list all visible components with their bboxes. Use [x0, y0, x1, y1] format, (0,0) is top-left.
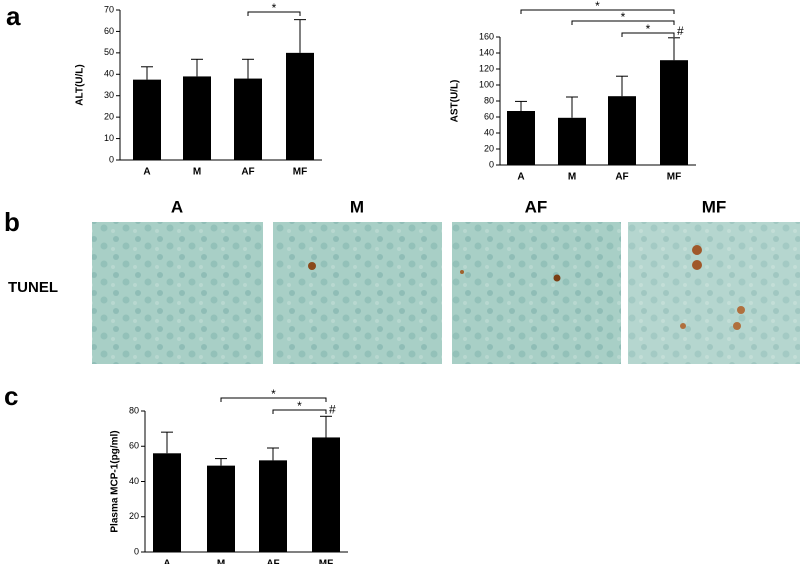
image-title: A: [171, 197, 183, 216]
y-tick-label: 60: [484, 111, 494, 121]
significance-mark: #: [677, 24, 684, 38]
panel-label: a: [6, 1, 21, 31]
y-tick-label: 140: [479, 47, 494, 57]
stain: [680, 323, 686, 329]
y-axis-label: ALT(U/L): [75, 64, 86, 105]
micrograph: [628, 222, 800, 364]
x-tick-label: M: [568, 172, 576, 183]
bar: [558, 117, 586, 165]
y-tick-label: 20: [104, 112, 114, 122]
image-title: MF: [702, 197, 727, 216]
y-tick-label: 120: [479, 63, 494, 73]
x-tick-label: AF: [615, 172, 628, 183]
x-tick-label: M: [193, 167, 201, 178]
stain: [460, 270, 464, 274]
x-tick-label: A: [517, 172, 524, 183]
x-tick-label: MF: [319, 559, 333, 564]
image-title: AF: [525, 197, 548, 216]
significance-bracket: [571, 20, 675, 25]
micrograph: [273, 222, 442, 364]
bar: [234, 78, 262, 160]
stain: [692, 245, 702, 255]
micrographs: [92, 222, 800, 364]
bar: [286, 52, 314, 160]
y-tick-label: 0: [109, 154, 114, 164]
y-tick-label: 80: [484, 95, 494, 105]
significance-bracket: [272, 409, 327, 414]
y-tick-label: 60: [129, 441, 139, 451]
significance-mark: #: [329, 402, 336, 416]
significance-bracket: [247, 11, 301, 16]
y-tick-label: 100: [479, 79, 494, 89]
significance-mark: *: [621, 10, 626, 24]
panel-label: c: [4, 381, 18, 411]
y-tick-label: 160: [479, 31, 494, 41]
bar: [207, 465, 235, 552]
stain: [308, 262, 316, 270]
y-tick-label: 40: [104, 69, 114, 79]
y-tick-label: 60: [104, 26, 114, 36]
significance-mark: *: [271, 387, 276, 401]
bar: [312, 437, 340, 552]
x-tick-label: AF: [266, 559, 279, 564]
bar: [183, 76, 211, 160]
bar: [608, 96, 636, 165]
micrograph: [452, 222, 621, 364]
bar: [660, 60, 688, 166]
y-tick-label: 30: [104, 90, 114, 100]
bar: [507, 111, 535, 165]
stain: [692, 260, 702, 270]
y-tick-label: 40: [129, 476, 139, 486]
x-tick-label: AF: [241, 167, 254, 178]
significance-bracket: [220, 397, 327, 402]
significance-mark: *: [595, 0, 600, 13]
y-tick-label: 50: [104, 47, 114, 57]
significance-mark: *: [272, 1, 277, 15]
tunel-label: TUNEL: [8, 279, 58, 296]
y-tick-label: 20: [484, 143, 494, 153]
bar: [259, 460, 287, 552]
bar: [133, 79, 161, 160]
y-tick-label: 0: [489, 159, 494, 169]
y-tick-label: 40: [484, 127, 494, 137]
y-tick-label: 10: [104, 133, 114, 143]
panel-label: b: [4, 207, 20, 237]
y-axis-label: Plasma MCP-1(pg/ml): [110, 430, 121, 532]
x-tick-label: MF: [293, 167, 307, 178]
x-tick-label: M: [217, 559, 225, 564]
y-tick-label: 20: [129, 511, 139, 521]
stain: [553, 274, 561, 282]
significance-bracket: [621, 32, 675, 37]
y-tick-label: 70: [104, 4, 114, 14]
significance-mark: *: [297, 399, 302, 413]
x-tick-label: MF: [667, 172, 681, 183]
y-axis-label: AST(U/L): [450, 80, 461, 123]
stain: [737, 306, 745, 314]
micrograph: [92, 222, 263, 364]
bar: [153, 453, 181, 552]
image-title: M: [350, 197, 364, 216]
x-tick-label: A: [143, 167, 150, 178]
significance-bracket: [520, 9, 675, 14]
y-tick-label: 80: [129, 405, 139, 415]
significance-mark: *: [646, 22, 651, 36]
stain: [733, 322, 741, 330]
y-tick-label: 0: [134, 546, 139, 556]
x-tick-label: A: [163, 559, 170, 564]
